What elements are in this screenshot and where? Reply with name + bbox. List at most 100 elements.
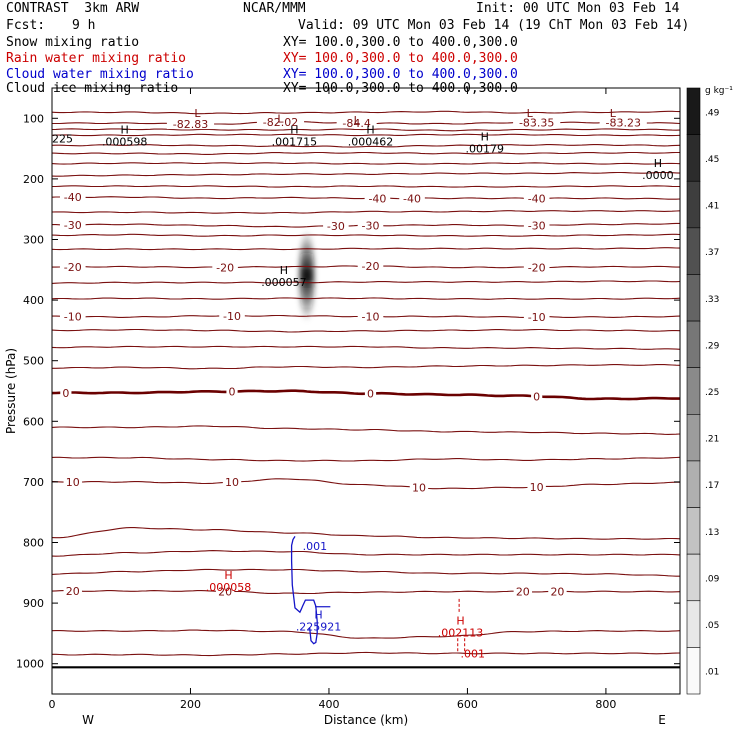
extremum-letter: H — [456, 614, 464, 627]
temperature-contour — [51, 210, 681, 214]
temperature-contour — [51, 478, 680, 490]
extremum-letter: H — [290, 123, 298, 136]
contour-label: 20 — [218, 585, 232, 598]
field-name-cloud-water: Cloud water mixing ratio — [6, 67, 194, 82]
extremum-value: 225 — [52, 133, 73, 146]
init-time: Init: 00 UTC Mon 03 Feb 14 — [476, 1, 680, 16]
extremum-letter: L — [527, 107, 534, 120]
contour-label: -10 — [362, 310, 380, 323]
temperature-contour — [52, 651, 681, 657]
plot-frame — [51, 87, 681, 695]
colorbar-tick-label: .17 — [705, 481, 719, 491]
contour-label: -30 — [64, 219, 82, 232]
contour-label-bg — [219, 309, 245, 321]
x-tick-label: 0 — [49, 698, 56, 711]
contour-label: 20 — [516, 586, 530, 599]
contour-label-bg — [523, 311, 550, 323]
colorbar-segment — [686, 180, 701, 229]
contour-label-bg — [215, 585, 235, 597]
colorbar-segment — [686, 367, 701, 415]
temperature-contour — [51, 345, 681, 350]
colorbar-tick-label: .37 — [705, 248, 719, 258]
contour-label-bg — [59, 310, 86, 322]
colorbar-tick-label: .21 — [705, 435, 719, 445]
temperature-contour — [51, 550, 681, 557]
contour-label-bg — [364, 387, 377, 399]
contour-label-bg — [226, 385, 238, 397]
temperature-contour — [52, 364, 681, 370]
y-tick-label: 200 — [23, 173, 44, 186]
cloud-water-contour — [290, 536, 318, 645]
field-name-rain: Rain water mixing ratio — [6, 51, 187, 66]
temperature-contour — [51, 568, 680, 577]
contour-label: 20 — [66, 585, 80, 598]
temperature-contour — [52, 185, 680, 188]
colorbar-tick-label: .33 — [705, 295, 719, 305]
colorbar-tick-label: .13 — [705, 528, 719, 538]
contour-label-bg — [523, 192, 550, 204]
temperature-contour — [51, 527, 681, 540]
contour-label: -10 — [223, 310, 241, 323]
contour-label: -40 — [403, 192, 421, 205]
temperature-contour — [51, 171, 681, 177]
extremum-value: .000057 — [261, 276, 307, 289]
extremum-letter: L — [354, 114, 361, 127]
y-tick-label: 600 — [23, 415, 44, 428]
colorbar-tick-label: .41 — [705, 202, 719, 212]
contour-label-bg — [256, 116, 305, 128]
temperature-contour — [51, 456, 681, 462]
west-label: W — [82, 713, 94, 727]
y-tick-label: 800 — [23, 537, 44, 550]
contour-label-bg — [357, 310, 384, 322]
contour-label: 0 — [229, 385, 236, 398]
colorbar-tick-label: .09 — [705, 574, 720, 584]
colorbar-segment — [686, 274, 701, 322]
contour-label-bg — [409, 481, 429, 493]
contour-label: -10 — [528, 311, 546, 324]
temperature-contour — [51, 590, 681, 595]
colorbar-tick-label: .01 — [705, 668, 719, 678]
y-tick-label: 300 — [23, 234, 44, 247]
contour-label-bg — [548, 585, 567, 597]
y-axis-label: Pressure (hPa) — [4, 348, 18, 434]
extremum-letter: L — [610, 107, 617, 120]
extremum-value: .000598 — [102, 135, 148, 148]
valid-time: Valid: 09 UTC Mon 03 Feb 14 (19 ChT Mon … — [298, 18, 690, 33]
contour-label: -40 — [64, 191, 82, 204]
y-tick-label: 1000 — [16, 658, 44, 671]
contour-label-bg — [59, 191, 86, 203]
extremum-value: .225921 — [296, 620, 342, 633]
center-name: NCAR/MMM — [243, 1, 306, 16]
contour-label: 10 — [225, 476, 239, 489]
contour-label: -20 — [216, 261, 234, 274]
extremum-value: .002113 — [438, 626, 484, 639]
contour-label: 10 — [530, 481, 544, 494]
temperature-contour — [51, 133, 681, 137]
field-xy-cloud-water: XY= 100.0,300.0 to 400.0,300.0 — [283, 67, 518, 82]
temperature-contour — [51, 151, 680, 155]
colorbar-unit: g kg⁻¹ — [705, 86, 733, 96]
contour-label-bg — [166, 118, 215, 130]
contour-label-bg — [513, 585, 533, 597]
field-xy-snow: XY= 100.0,300.0 to 400.0,300.0 — [283, 35, 518, 50]
temperature-contour — [51, 144, 681, 148]
y-tick-label: 500 — [23, 355, 44, 368]
contour-label: -40 — [368, 192, 386, 205]
colorbar-segment — [686, 227, 701, 275]
colorbar-segment — [686, 553, 701, 602]
contour-label: -30 — [327, 220, 345, 233]
contour-label: 0 — [533, 390, 540, 403]
contour-label-bg — [336, 117, 377, 129]
contour-label: -30 — [362, 220, 380, 233]
contour-label-bg — [222, 475, 242, 487]
x-tick-label: 800 — [595, 698, 616, 711]
temperature-contour — [51, 297, 681, 300]
colorbar-segment — [686, 134, 701, 182]
contour-label-bg — [212, 261, 238, 273]
temperature-contour — [51, 328, 681, 333]
contour-label: -82.02 — [263, 116, 298, 129]
temperature-contour — [51, 280, 681, 284]
temperature-contour — [51, 233, 681, 237]
contour-label: -84.4 — [342, 117, 370, 130]
contour-label: 10 — [412, 481, 426, 494]
